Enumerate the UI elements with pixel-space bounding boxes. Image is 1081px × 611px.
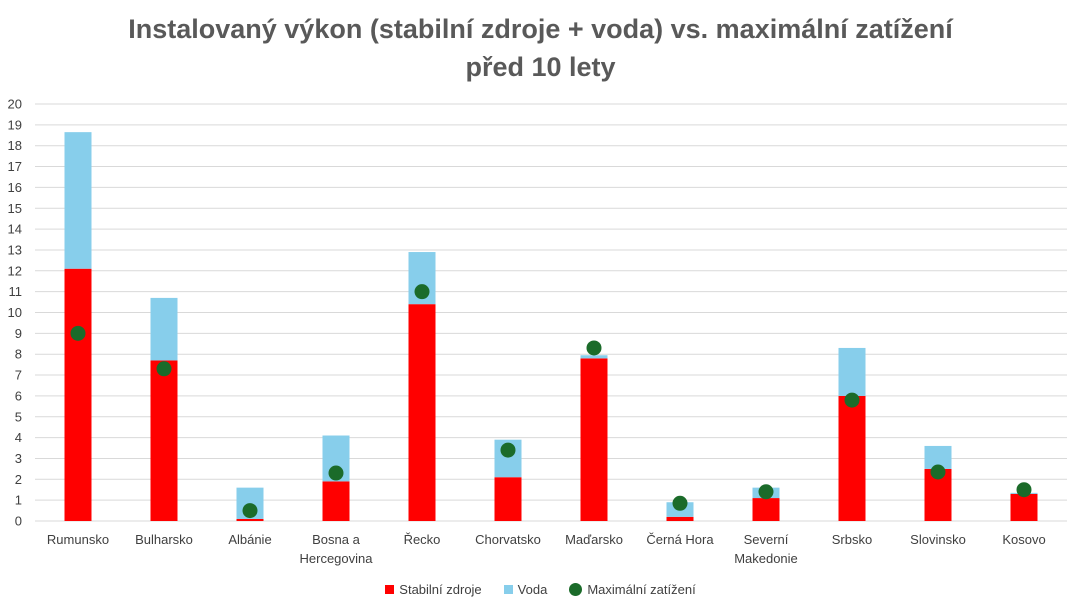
legend-label-water: Voda [517,582,548,597]
x-tick-label: Bulharsko [135,532,193,547]
y-tick-label: 8 [15,347,22,362]
legend-item-max-load: Maximální zatížení [569,582,696,597]
y-tick-label: 11 [9,284,23,299]
x-tick-label: Slovinsko [910,532,966,547]
y-tick-label: 5 [15,409,22,424]
legend-item-stable: Stabilní zdroje [385,582,482,597]
y-tick-label: 4 [15,430,22,445]
bar-water [64,132,92,269]
x-tick-label: Rumunsko [47,532,109,547]
x-tick-label: Řecko [404,532,441,547]
legend-label-max-load: Maximální zatížení [587,582,696,597]
x-tick-label: Černá Hora [646,532,714,547]
x-tick-label: Severní [744,532,789,547]
x-tick-label: Makedonie [734,551,798,566]
bar-stable [150,360,178,521]
y-tick-label: 6 [15,388,22,403]
marker-max-load [930,464,946,480]
y-tick-label: 19 [8,117,22,132]
bar-stable [408,304,436,521]
legend-label-stable: Stabilní zdroje [399,582,482,597]
bar-stable [322,481,350,521]
x-tick-label: Kosovo [1002,532,1045,547]
bar-stable [838,395,866,521]
y-tick-label: 20 [8,97,22,112]
bar-stable [580,358,608,521]
marker-max-load [156,361,172,377]
y-tick-label: 10 [8,305,22,320]
marker-max-load [586,340,602,356]
bar-stable [1010,493,1038,521]
legend-marker-max-load [569,583,583,596]
chart-title-line-1: Instalovaný výkon (stabilní zdroje + vod… [128,14,953,44]
bar-water [838,347,866,396]
marker-max-load [414,284,430,300]
y-tick-label: 0 [15,514,22,529]
bar-water [924,445,952,469]
marker-max-load [328,465,344,481]
y-tick-label: 14 [8,222,22,237]
y-tick-label: 3 [15,451,22,466]
y-tick-label: 2 [15,472,22,487]
legend-swatch-water [503,585,513,594]
marker-max-load [844,392,860,408]
bar-stable [64,268,92,521]
y-tick-label: 17 [8,159,22,174]
x-tick-label: Albánie [228,532,271,547]
bar-stable [236,518,264,521]
y-tick-label: 16 [8,180,22,195]
bar-stable [752,498,780,521]
y-tick-label: 12 [8,263,22,278]
y-tick-label: 18 [8,138,22,153]
x-tick-label: Srbsko [832,532,872,547]
bar-water [580,355,608,359]
marker-max-load [758,484,774,500]
marker-max-load [242,503,258,519]
y-tick-label: 15 [8,201,22,216]
bar-stable [494,477,522,521]
marker-max-load [672,495,688,511]
legend: Stabilní zdroje Voda Maximální zatížení [0,582,1081,597]
y-tick-label: 9 [15,326,22,341]
y-tick-label: 1 [15,493,22,508]
bar-water [150,297,178,361]
y-tick-label: 7 [15,368,22,383]
marker-max-load [1016,482,1032,498]
x-tick-label: Hercegovina [300,551,374,566]
chart-title-line-2: před 10 lety [465,52,616,82]
legend-swatch-stable [385,585,395,594]
x-tick-label: Chorvatsko [475,532,541,547]
marker-max-load [500,442,516,458]
bar-stable [666,516,694,521]
marker-max-load [70,325,86,341]
x-tick-label: Bosna a [312,532,360,547]
y-tick-label: 13 [8,242,22,257]
x-tick-label: Maďarsko [565,532,623,547]
legend-item-water: Voda [503,582,548,597]
